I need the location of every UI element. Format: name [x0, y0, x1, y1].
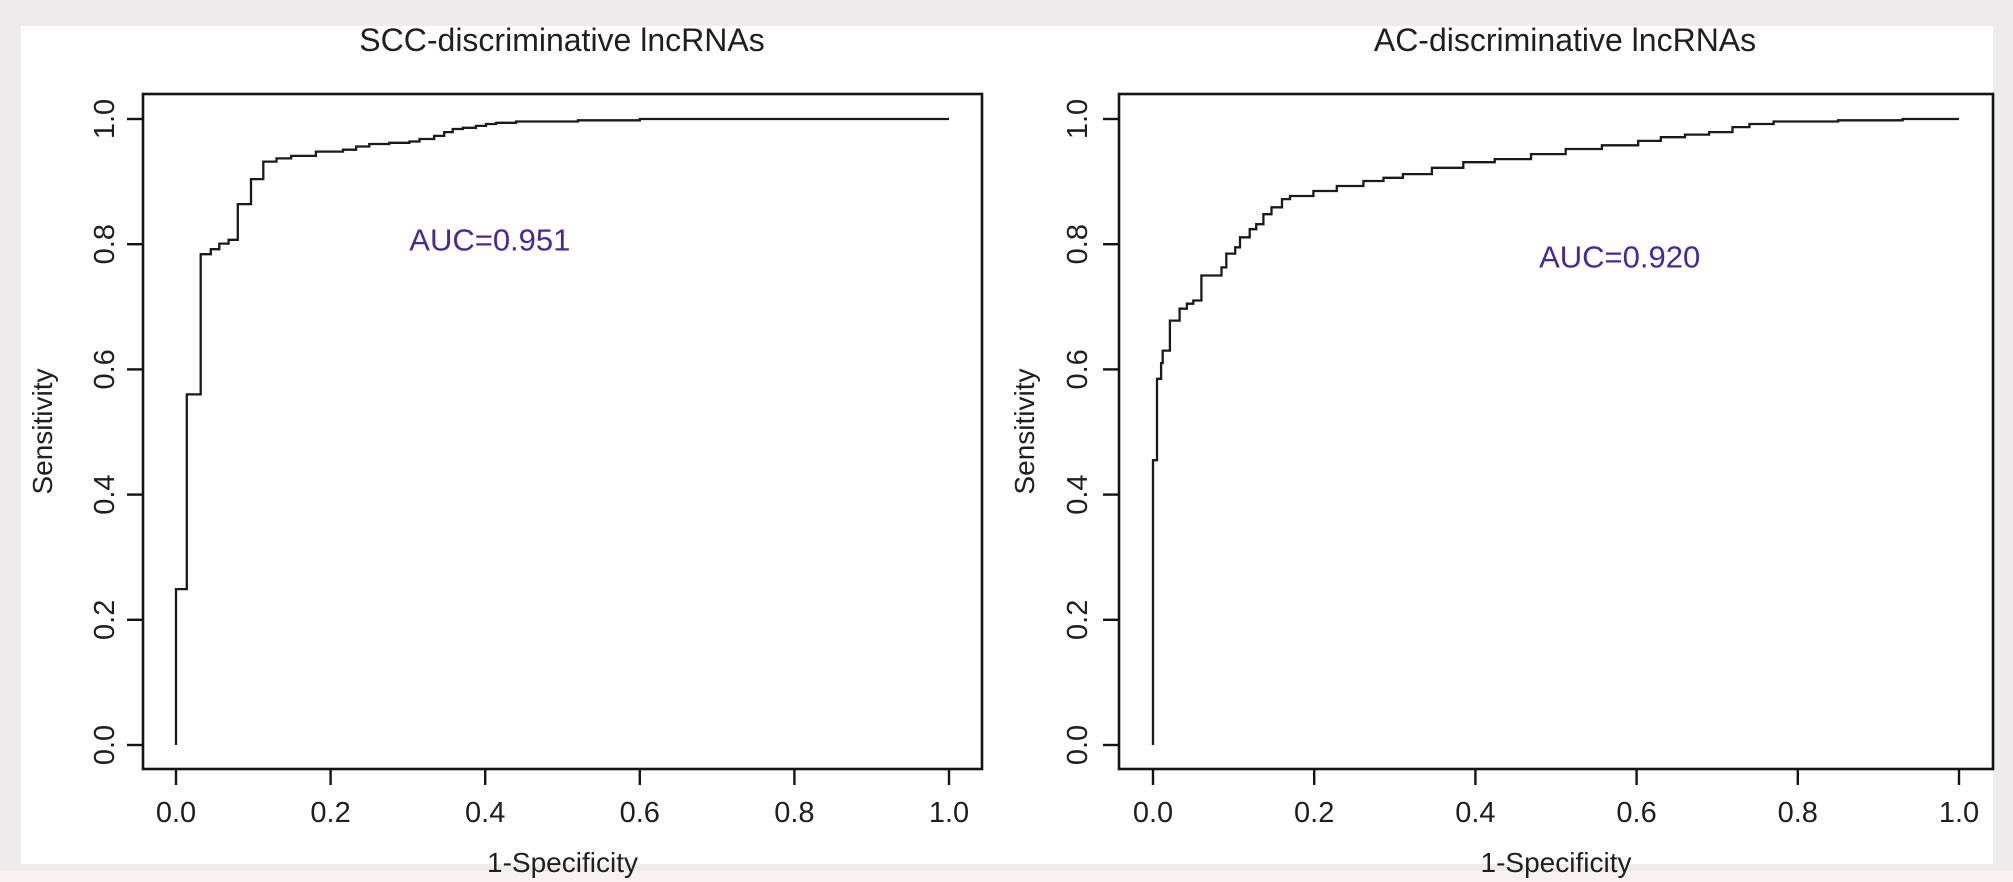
y-tick-label: 0.0: [89, 725, 121, 765]
y-tick-label: 0.4: [89, 474, 121, 514]
x-tick-label: 0.6: [620, 797, 660, 829]
bottom-margin-strip: [0, 871, 2013, 882]
auc-annotation: AUC=0.951: [409, 223, 570, 258]
x-axis-label: 1-Specificity: [487, 847, 638, 878]
roc-curve: [174, 117, 949, 745]
y-tick-label: 0.4: [1062, 474, 1094, 514]
plot-title: AC-discriminative lncRNAs: [1374, 22, 1756, 58]
x-tick-label: 0.4: [465, 797, 505, 829]
x-tick-label: 0.0: [156, 797, 196, 829]
x-tick-label: 0.2: [310, 797, 350, 829]
roc-panel-scc: SCC-discriminative lncRNAs 0.0 0.2 0.4 0.6 0.…: [27, 22, 984, 878]
y-tick-label: 0.0: [1062, 725, 1094, 765]
plot-box: [1117, 92, 1995, 771]
roc-panel-ac: AC-discriminative lncRNAs 0.0 0.2 0.4 0.6 0.8…: [1009, 22, 1995, 878]
x-tick-label: 0.8: [1778, 797, 1818, 829]
roc-curve: [1151, 117, 1959, 745]
y-tick-label: 0.8: [89, 224, 121, 264]
y-tick-label: 1.0: [89, 99, 121, 139]
auc-annotation: AUC=0.920: [1539, 240, 1700, 275]
x-tick-label: 0.4: [1455, 797, 1495, 829]
y-axis-label: Sensitivity: [1009, 368, 1040, 494]
x-tick-label: 0.6: [1616, 797, 1656, 829]
y-tick-label: 0.8: [1062, 224, 1094, 264]
y-tick-label: 0.2: [1062, 600, 1094, 640]
y-tick-label: 0.6: [89, 349, 121, 389]
x-tick-label: 0.0: [1133, 797, 1173, 829]
x-axis-label: 1-Specificity: [1481, 847, 1632, 878]
y-tick-label: 1.0: [1062, 99, 1094, 139]
x-tick-label: 0.2: [1294, 797, 1334, 829]
x-tick-label: 1.0: [929, 797, 969, 829]
figure-canvas: [21, 26, 1993, 864]
y-tick-label: 0.2: [89, 600, 121, 640]
x-tick-label: 0.8: [774, 797, 814, 829]
y-axis-label: Sensitivity: [27, 368, 58, 494]
plot-box: [141, 92, 984, 771]
y-tick-label: 0.6: [1062, 349, 1094, 389]
x-tick-label: 1.0: [1939, 797, 1979, 829]
plot-title: SCC-discriminative lncRNAs: [359, 22, 764, 58]
